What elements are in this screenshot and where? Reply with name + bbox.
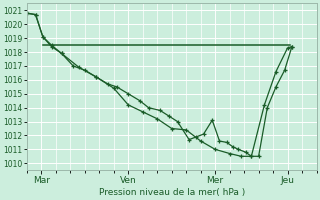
X-axis label: Pression niveau de la mer( hPa ): Pression niveau de la mer( hPa )	[99, 188, 245, 197]
